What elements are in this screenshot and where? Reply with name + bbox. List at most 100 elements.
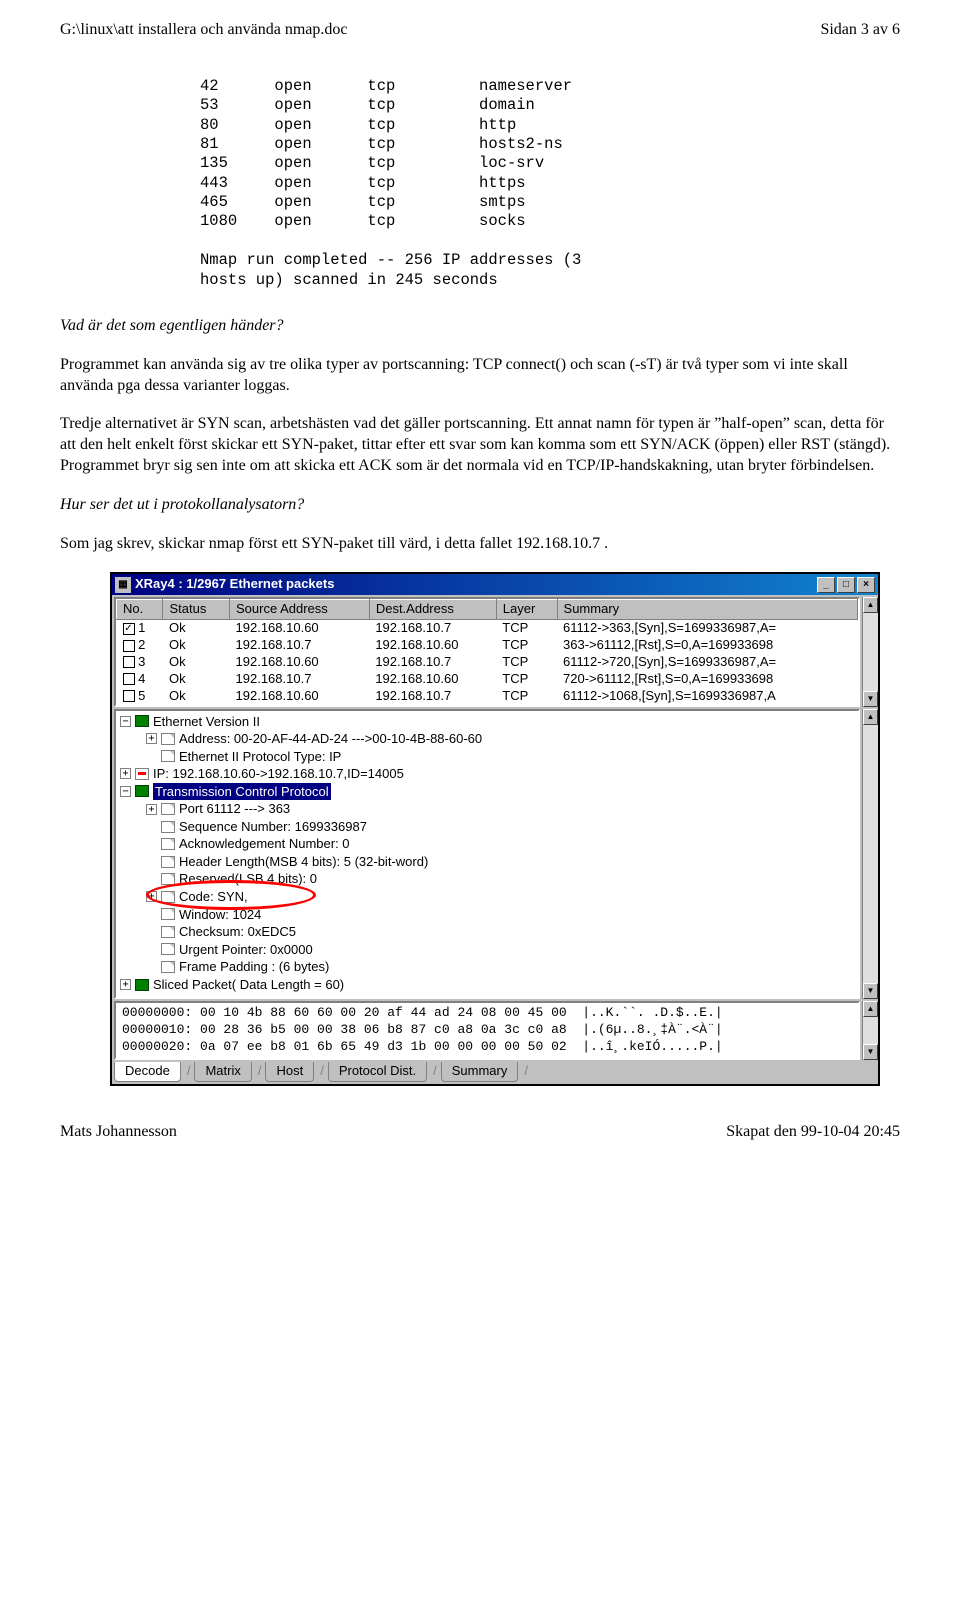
paragraph-3: Som jag skrev, skickar nmap först ett SY… xyxy=(60,534,900,555)
tab-summary[interactable]: Summary xyxy=(441,1062,519,1082)
tab-separator: / xyxy=(183,1062,195,1082)
expand-icon[interactable]: + xyxy=(120,979,131,990)
tab-host[interactable]: Host xyxy=(265,1062,314,1082)
close-button[interactable]: × xyxy=(857,577,875,593)
tree-sliced[interactable]: Sliced Packet( Data Length = 60) xyxy=(153,976,344,994)
column-header[interactable]: No. xyxy=(117,600,163,620)
paragraph-1: Programmet kan använda sig av tre olika … xyxy=(60,355,900,397)
created-date: Skapat den 99-10-04 20:45 xyxy=(726,1122,900,1143)
tree-urgent[interactable]: Urgent Pointer: 0x0000 xyxy=(179,941,313,959)
row-checkbox[interactable]: ✓ xyxy=(123,623,135,635)
scroll-down-icon[interactable]: ▼ xyxy=(863,1044,878,1060)
hex-dump[interactable]: 00000000: 00 10 4b 88 60 60 00 20 af 44 … xyxy=(116,1003,858,1058)
collapse-icon[interactable]: − xyxy=(120,786,131,797)
scroll-up-icon[interactable]: ▲ xyxy=(863,597,878,613)
scrollbar[interactable]: ▲ ▼ xyxy=(862,709,878,1000)
row-checkbox[interactable] xyxy=(123,673,135,685)
page-footer: Mats Johannesson Skapat den 99-10-04 20:… xyxy=(60,1122,900,1143)
file-icon xyxy=(161,961,175,973)
scroll-down-icon[interactable]: ▼ xyxy=(863,983,878,999)
tree-window[interactable]: Window: 1024 xyxy=(179,906,261,924)
tree-seq[interactable]: Sequence Number: 1699336987 xyxy=(179,818,367,836)
scroll-down-icon[interactable]: ▼ xyxy=(863,691,878,707)
tab-separator: / xyxy=(254,1062,266,1082)
paragraph-2: Tredje alternativet är SYN scan, arbetsh… xyxy=(60,414,900,476)
collapse-icon[interactable]: − xyxy=(120,716,131,727)
tree-reserved[interactable]: Reserved(LSB 4 bits): 0 xyxy=(179,870,317,888)
file-icon xyxy=(161,838,175,850)
author: Mats Johannesson xyxy=(60,1122,177,1143)
table-row[interactable]: 4Ok192.168.10.7192.168.10.60TCP720->6111… xyxy=(117,671,858,688)
tree-address[interactable]: Address: 00-20-AF-44-AD-24 --->00-10-4B-… xyxy=(179,730,482,748)
column-header[interactable]: Source Address xyxy=(230,600,370,620)
decode-tree-pane: − Ethernet Version II + Address: 00-20-AF-… xyxy=(114,709,860,1000)
table-row[interactable]: 3Ok192.168.10.60192.168.10.7TCP61112->72… xyxy=(117,654,858,671)
scrollbar[interactable]: ▲ ▼ xyxy=(862,1001,878,1060)
file-icon xyxy=(161,943,175,955)
file-icon xyxy=(161,926,175,938)
tree-code[interactable]: Code: SYN, xyxy=(179,888,248,906)
tree-tcp[interactable]: Transmission Control Protocol xyxy=(153,783,331,801)
file-icon xyxy=(161,856,175,868)
tab-protocol-dist-[interactable]: Protocol Dist. xyxy=(328,1062,427,1082)
envelope-icon xyxy=(135,768,149,780)
row-checkbox[interactable] xyxy=(123,690,135,702)
page-number: Sidan 3 av 6 xyxy=(820,20,900,41)
tab-bar: Decode/Matrix/Host/Protocol Dist./Summar… xyxy=(112,1062,878,1084)
file-icon xyxy=(161,733,175,745)
analyzer-screenshot: ▦ XRay4 : 1/2967 Ethernet packets _ □ × … xyxy=(110,572,880,1086)
file-icon xyxy=(161,873,175,885)
page-header: G:\linux\att installera och använda nmap… xyxy=(60,20,900,41)
table-row[interactable]: ✓ 1Ok192.168.10.60192.168.10.7TCP61112->… xyxy=(117,620,858,637)
tab-decode[interactable]: Decode xyxy=(114,1062,181,1082)
expand-icon[interactable]: + xyxy=(120,768,131,779)
scroll-up-icon[interactable]: ▲ xyxy=(863,1001,878,1017)
file-icon xyxy=(161,750,175,762)
tab-separator: / xyxy=(520,1062,532,1082)
column-header[interactable]: Summary xyxy=(557,600,857,620)
question-1: Vad är det som egentligen händer? xyxy=(60,316,900,337)
decode-tree[interactable]: − Ethernet Version II + Address: 00-20-AF-… xyxy=(116,711,858,998)
tree-hlen[interactable]: Header Length(MSB 4 bits): 5 (32-bit-wor… xyxy=(179,853,428,871)
minimize-button[interactable]: _ xyxy=(817,577,835,593)
maximize-button[interactable]: □ xyxy=(837,577,855,593)
row-checkbox[interactable] xyxy=(123,656,135,668)
question-2: Hur ser det ut i protokollanalysatorn? xyxy=(60,495,900,516)
file-icon xyxy=(161,803,175,815)
scroll-up-icon[interactable]: ▲ xyxy=(863,709,878,725)
packet-table[interactable]: No.StatusSource AddressDest.AddressLayer… xyxy=(116,599,858,704)
tree-ack[interactable]: Acknowledgement Number: 0 xyxy=(179,835,350,853)
hex-pane: 00000000: 00 10 4b 88 60 60 00 20 af 44 … xyxy=(114,1001,860,1060)
scrollbar[interactable]: ▲ ▼ xyxy=(862,597,878,706)
tree-port[interactable]: Port 61112 ---> 363 xyxy=(179,800,290,818)
folder-icon xyxy=(135,715,149,727)
tab-separator: / xyxy=(316,1062,328,1082)
tree-checksum[interactable]: Checksum: 0xEDC5 xyxy=(179,923,296,941)
file-icon xyxy=(161,821,175,833)
tree-ip[interactable]: IP: 192.168.10.60->192.168.10.7,ID=14005 xyxy=(153,765,404,783)
column-header[interactable]: Dest.Address xyxy=(369,600,496,620)
file-icon xyxy=(161,891,175,903)
expand-icon[interactable]: + xyxy=(146,733,157,744)
tab-separator: / xyxy=(429,1062,441,1082)
doc-path: G:\linux\att installera och använda nmap… xyxy=(60,20,347,41)
window-titlebar[interactable]: ▦ XRay4 : 1/2967 Ethernet packets _ □ × xyxy=(112,574,878,595)
xray-window: ▦ XRay4 : 1/2967 Ethernet packets _ □ × … xyxy=(110,572,880,1086)
expand-icon[interactable]: + xyxy=(146,891,157,902)
app-icon: ▦ xyxy=(115,577,131,593)
tree-protocol-type[interactable]: Ethernet II Protocol Type: IP xyxy=(179,748,341,766)
folder-icon xyxy=(135,979,149,991)
tree-ethernet[interactable]: Ethernet Version II xyxy=(153,713,260,731)
table-row[interactable]: 5Ok192.168.10.60192.168.10.7TCP61112->10… xyxy=(117,688,858,705)
column-header[interactable]: Status xyxy=(163,600,230,620)
row-checkbox[interactable] xyxy=(123,640,135,652)
tree-padding[interactable]: Frame Padding : (6 bytes) xyxy=(179,958,329,976)
column-header[interactable]: Layer xyxy=(496,600,557,620)
nmap-output: 42 open tcp nameserver 53 open tcp domai… xyxy=(200,77,900,290)
window-title: XRay4 : 1/2967 Ethernet packets xyxy=(135,576,334,593)
tab-matrix[interactable]: Matrix xyxy=(194,1062,251,1082)
expand-icon[interactable]: + xyxy=(146,804,157,815)
table-row[interactable]: 2Ok192.168.10.7192.168.10.60TCP363->6111… xyxy=(117,637,858,654)
file-icon xyxy=(161,908,175,920)
packet-list-pane: No.StatusSource AddressDest.AddressLayer… xyxy=(114,597,860,706)
